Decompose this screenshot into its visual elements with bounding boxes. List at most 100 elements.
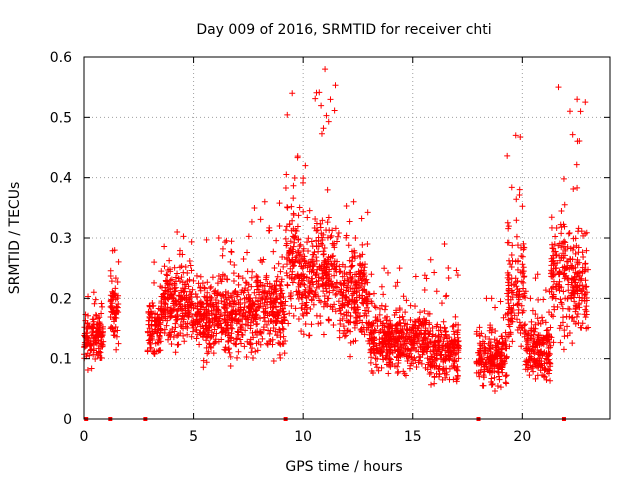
data-point: [302, 292, 309, 299]
data-point: [110, 294, 117, 301]
data-point: [325, 214, 332, 221]
data-point: [408, 346, 415, 353]
data-point: [570, 284, 577, 291]
data-point: [432, 342, 439, 349]
data-point: [203, 316, 210, 323]
data-point: [227, 362, 234, 369]
data-point: [398, 334, 405, 341]
data-point: [482, 347, 489, 354]
data-point: [446, 334, 453, 341]
data-point: [237, 301, 244, 308]
data-point: [367, 346, 374, 353]
data-point: [237, 336, 244, 343]
data-point: [343, 332, 350, 339]
data-point: [582, 291, 589, 298]
data-point: [565, 281, 572, 288]
data-point: [499, 369, 506, 376]
data-point: [391, 347, 398, 354]
chart-title: Day 009 of 2016, SRMTID for receiver cht…: [196, 22, 491, 38]
data-point: [320, 125, 327, 132]
data-point: [404, 345, 411, 352]
data-point: [313, 243, 320, 250]
data-point: [438, 300, 445, 307]
data-point: [550, 313, 557, 320]
data-point: [145, 308, 152, 315]
data-point: [321, 257, 328, 264]
data-point: [400, 293, 407, 300]
data-point: [203, 301, 210, 308]
data-point: [96, 348, 103, 355]
data-point: [532, 357, 539, 364]
data-point: [561, 327, 568, 334]
data-point: [298, 256, 305, 263]
data-point: [532, 344, 539, 351]
data-point: [221, 315, 228, 322]
data-point: [280, 333, 287, 340]
data-point: [114, 278, 121, 285]
data-point: [538, 314, 545, 321]
data-point: [332, 225, 339, 232]
data-point-peak: [488, 295, 495, 302]
data-point: [443, 292, 450, 299]
data-point: [548, 334, 555, 341]
data-point: [151, 323, 158, 330]
data-point: [360, 300, 367, 307]
data-point: [525, 345, 532, 352]
data-point: [196, 329, 203, 336]
data-point: [257, 315, 264, 322]
data-point: [266, 280, 273, 287]
data-point: [513, 196, 520, 203]
data-point: [514, 242, 521, 249]
data-point: [433, 288, 440, 295]
data-point: [480, 382, 487, 389]
data-point: [313, 254, 320, 261]
data-point: [247, 336, 254, 343]
y-tick-label: 0.6: [50, 50, 72, 66]
data-point: [114, 327, 121, 334]
data-point: [515, 288, 522, 295]
data-point: [583, 311, 590, 318]
data-point: [189, 328, 196, 335]
data-point: [223, 305, 230, 312]
data-point: [181, 281, 188, 288]
data-point: [476, 373, 483, 380]
data-point: [579, 320, 586, 327]
data-point: [304, 239, 311, 246]
data-point: [574, 311, 581, 318]
data-point: [214, 280, 221, 287]
data-point: [349, 262, 356, 269]
data-point: [476, 324, 483, 331]
data-point: [90, 321, 97, 328]
data-point: [218, 329, 225, 336]
data-point: [200, 364, 207, 371]
data-point: [296, 259, 303, 266]
data-point: [196, 308, 203, 315]
data-point: [392, 283, 399, 290]
data-point: [538, 358, 545, 365]
data-point: [181, 288, 188, 295]
data-point: [398, 329, 405, 336]
data-point: [263, 321, 270, 328]
data-point: [90, 325, 97, 332]
data-point: [483, 295, 490, 302]
data-point: [92, 356, 99, 363]
data-point: [376, 311, 383, 318]
data-point: [419, 349, 426, 356]
data-point: [583, 283, 590, 290]
data-point: [397, 349, 404, 356]
data-point: [546, 309, 553, 316]
data-point: [271, 286, 278, 293]
data-point: [215, 273, 222, 280]
data-point: [574, 290, 581, 297]
data-point: [519, 253, 526, 260]
data-point: [336, 327, 343, 334]
data-point: [314, 227, 321, 234]
data-point: [582, 99, 589, 106]
data-point: [326, 289, 333, 296]
data-point: [188, 333, 195, 340]
data-point: [558, 254, 565, 261]
data-point: [172, 349, 179, 356]
data-point: [364, 241, 371, 248]
data-point: [290, 210, 297, 217]
data-point: [402, 309, 409, 316]
